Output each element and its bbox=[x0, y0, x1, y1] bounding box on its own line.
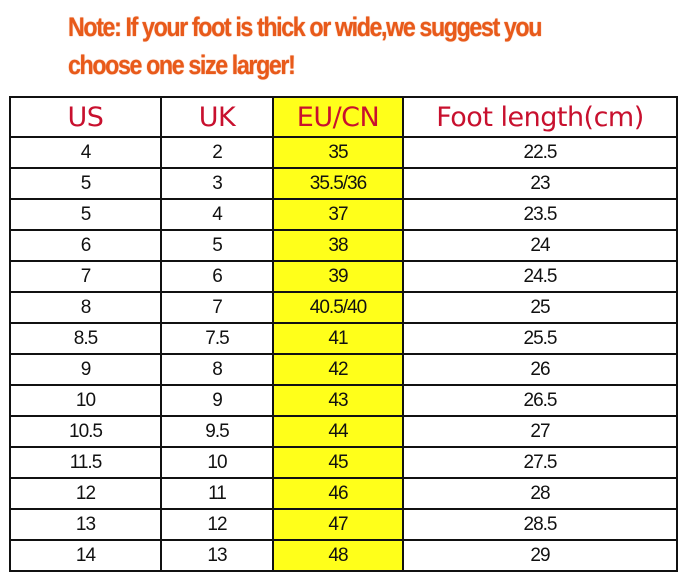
header-eu-cn: EU/CN bbox=[272, 96, 404, 138]
cell-us: 10 bbox=[9, 384, 162, 417]
table-row: 4 2 35 22.5 bbox=[9, 136, 678, 169]
cell-us: 6 bbox=[9, 229, 162, 262]
cell-eu-cn: 47 bbox=[272, 508, 404, 541]
table-row: 7 6 39 24.5 bbox=[9, 260, 678, 293]
table-row: 6 5 38 24 bbox=[9, 229, 678, 262]
table-row: 11.5 10 45 27.5 bbox=[9, 446, 678, 479]
cell-eu-cn: 35.5/36 bbox=[272, 167, 404, 200]
cell-foot-length: 28 bbox=[402, 477, 678, 510]
cell-us: 4 bbox=[9, 136, 162, 169]
cell-eu-cn: 35 bbox=[272, 136, 404, 169]
cell-uk: 2 bbox=[160, 136, 274, 169]
cell-us: 11.5 bbox=[9, 446, 162, 479]
cell-uk: 12 bbox=[160, 508, 274, 541]
cell-us: 14 bbox=[9, 539, 162, 572]
cell-eu-cn: 39 bbox=[272, 260, 404, 293]
cell-uk: 3 bbox=[160, 167, 274, 200]
header-us: US bbox=[9, 96, 162, 138]
cell-foot-length: 24 bbox=[402, 229, 678, 262]
table-row: 14 13 48 29 bbox=[9, 539, 678, 572]
table-row: 12 11 46 28 bbox=[9, 477, 678, 510]
cell-uk: 9.5 bbox=[160, 415, 274, 448]
table-row: 8.5 7.5 41 25.5 bbox=[9, 322, 678, 355]
cell-foot-length: 27.5 bbox=[402, 446, 678, 479]
cell-uk: 5 bbox=[160, 229, 274, 262]
cell-foot-length: 25.5 bbox=[402, 322, 678, 355]
cell-foot-length: 29 bbox=[402, 539, 678, 572]
note-line-1: Note: If your foot is thick or wide,we s… bbox=[68, 12, 542, 42]
cell-uk: 7 bbox=[160, 291, 274, 324]
cell-eu-cn: 43 bbox=[272, 384, 404, 417]
cell-us: 9 bbox=[9, 353, 162, 386]
cell-uk: 7.5 bbox=[160, 322, 274, 355]
cell-eu-cn: 44 bbox=[272, 415, 404, 448]
cell-uk: 10 bbox=[160, 446, 274, 479]
cell-eu-cn: 46 bbox=[272, 477, 404, 510]
cell-eu-cn: 41 bbox=[272, 322, 404, 355]
cell-foot-length: 22.5 bbox=[402, 136, 678, 169]
cell-us: 5 bbox=[9, 198, 162, 231]
table-row: 5 4 37 23.5 bbox=[9, 198, 678, 231]
table-row: 8 7 40.5/40 25 bbox=[9, 291, 678, 324]
header-row: US UK EU/CN Foot length(cm) bbox=[9, 96, 678, 138]
cell-foot-length: 25 bbox=[402, 291, 678, 324]
cell-eu-cn: 48 bbox=[272, 539, 404, 572]
cell-eu-cn: 37 bbox=[272, 198, 404, 231]
table-row: 10.5 9.5 44 27 bbox=[9, 415, 678, 448]
table-row: 5 3 35.5/36 23 bbox=[9, 167, 678, 200]
table-row: 9 8 42 26 bbox=[9, 353, 678, 386]
cell-uk: 6 bbox=[160, 260, 274, 293]
cell-uk: 4 bbox=[160, 198, 274, 231]
cell-us: 10.5 bbox=[9, 415, 162, 448]
cell-eu-cn: 38 bbox=[272, 229, 404, 262]
header-uk: UK bbox=[160, 96, 274, 138]
cell-uk: 8 bbox=[160, 353, 274, 386]
cell-us: 7 bbox=[9, 260, 162, 293]
cell-eu-cn: 42 bbox=[272, 353, 404, 386]
cell-foot-length: 23 bbox=[402, 167, 678, 200]
cell-eu-cn: 40.5/40 bbox=[272, 291, 404, 324]
table-row: 10 9 43 26.5 bbox=[9, 384, 678, 417]
header-foot-length: Foot length(cm) bbox=[402, 96, 678, 138]
cell-foot-length: 23.5 bbox=[402, 198, 678, 231]
cell-us: 13 bbox=[9, 508, 162, 541]
cell-uk: 9 bbox=[160, 384, 274, 417]
cell-us: 5 bbox=[9, 167, 162, 200]
cell-uk: 11 bbox=[160, 477, 274, 510]
cell-foot-length: 28.5 bbox=[402, 508, 678, 541]
cell-us: 8.5 bbox=[9, 322, 162, 355]
cell-eu-cn: 45 bbox=[272, 446, 404, 479]
size-chart-table: US UK EU/CN Foot length(cm) 4 2 35 22.5 5 3 35… bbox=[9, 96, 678, 572]
table-row: 13 12 47 28.5 bbox=[9, 508, 678, 541]
cell-foot-length: 26 bbox=[402, 353, 678, 386]
note-line-2: choose one size larger! bbox=[68, 50, 296, 80]
cell-foot-length: 24.5 bbox=[402, 260, 678, 293]
cell-uk: 13 bbox=[160, 539, 274, 572]
cell-us: 8 bbox=[9, 291, 162, 324]
cell-foot-length: 26.5 bbox=[402, 384, 678, 417]
cell-us: 12 bbox=[9, 477, 162, 510]
cell-foot-length: 27 bbox=[402, 415, 678, 448]
